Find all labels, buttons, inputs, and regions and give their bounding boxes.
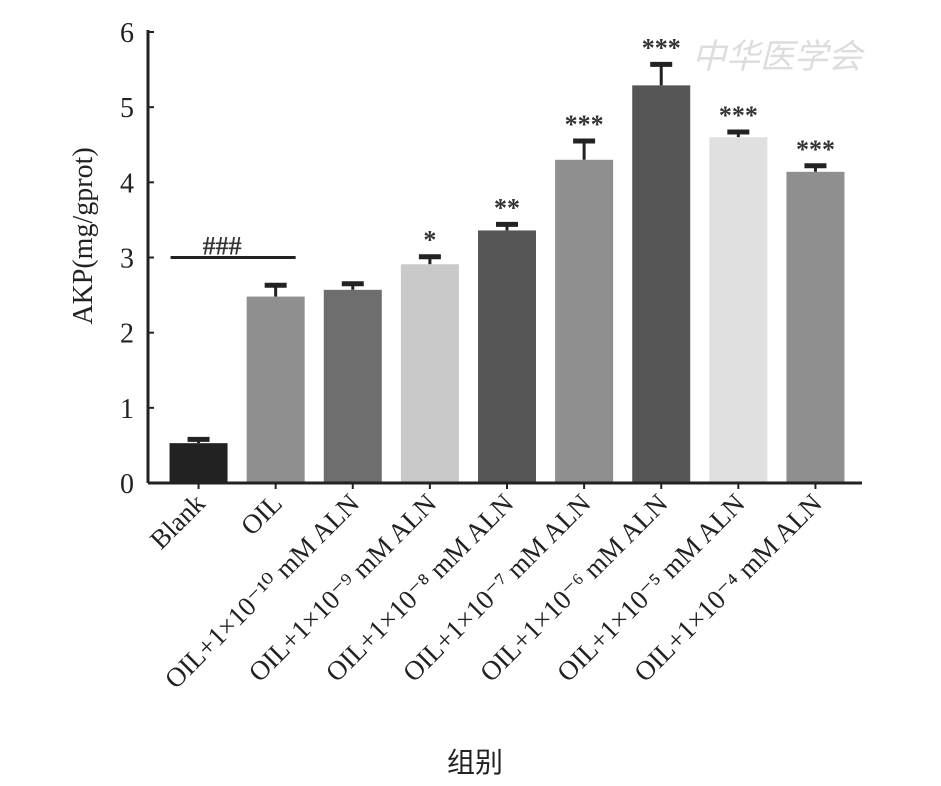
bar [478,230,536,483]
y-tick-label: 2 [120,319,134,350]
bar [169,443,228,483]
bar [632,85,691,483]
y-tick-label: 3 [120,244,134,275]
bar [709,137,768,483]
watermark: 中华医学会 [692,39,866,76]
bar [323,289,382,483]
significance-label: * [423,226,436,255]
y-tick-label: 1 [120,394,134,425]
bracket-label: ### [203,232,242,261]
bar [246,296,305,483]
y-tick-label: 6 [120,18,134,49]
y-tick-label: 0 [120,469,134,500]
y-axis-label: AKP(mg/gprot) [68,147,99,324]
y-tick-label: 5 [120,93,134,124]
significance-label: *** [642,33,681,62]
bar [786,171,845,483]
significance-label: ** [494,193,520,222]
y-tick-label: 4 [120,168,134,199]
significance-label: *** [719,101,758,130]
x-tick-label: OIL [235,488,288,541]
bar [400,264,459,483]
bar [555,159,614,484]
x-axis-label: 组别 [447,747,503,779]
significance-label: *** [796,135,835,164]
x-tick-label: Blank [144,488,211,555]
significance-label: *** [565,110,604,139]
